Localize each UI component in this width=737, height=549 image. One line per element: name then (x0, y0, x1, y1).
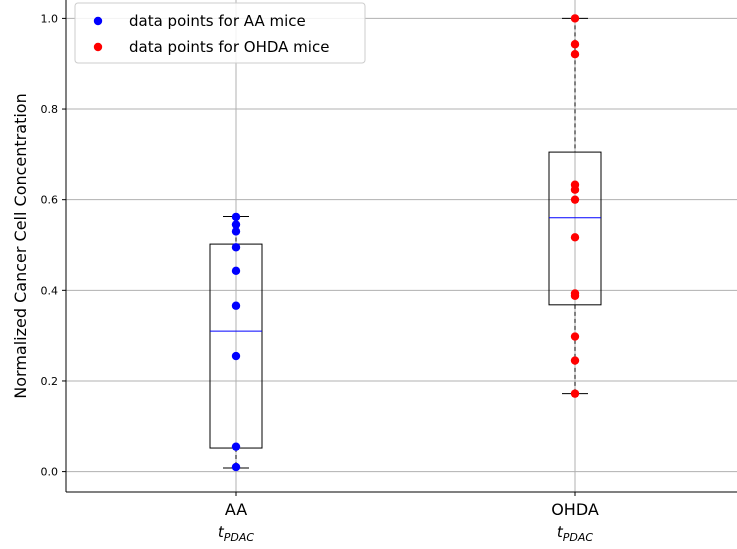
legend-marker (93, 42, 103, 52)
grid-lines (66, 0, 737, 492)
data-point-aa (231, 220, 241, 229)
data-point-aa (231, 442, 241, 451)
data-point-ohda (570, 332, 580, 341)
legend-box (74, 2, 366, 64)
y-tick-label: 0.6 (41, 194, 59, 207)
data-point-ohda (570, 185, 580, 194)
data-point-ohda (570, 291, 580, 300)
legend-marker (93, 16, 103, 26)
box-rect (548, 151, 602, 306)
data-point-ohda (570, 233, 580, 242)
data-point-ohda (570, 49, 580, 59)
data-point-aa (231, 212, 241, 222)
legend-label: data points for AA mice (129, 12, 306, 30)
y-tick-label: 1.0 (41, 12, 59, 25)
data-point-ohda (570, 356, 580, 365)
data-point-aa (231, 301, 241, 310)
data-point-ohda (570, 195, 580, 204)
x-tick-label: AA (225, 500, 247, 519)
data-points (231, 14, 580, 472)
data-point-aa (231, 243, 241, 252)
legend-label: data points for OHDA mice (129, 38, 329, 56)
box-plots (209, 17, 602, 469)
y-tick-label: 0.2 (41, 375, 59, 388)
x-tick-sublabel: tPDAC (557, 523, 594, 544)
data-point-aa (231, 227, 241, 236)
x-tick-label: OHDA (551, 500, 599, 519)
x-tick-sublabel: tPDAC (218, 523, 255, 544)
legend: data points for AA mice data points for O… (74, 2, 366, 64)
data-point-aa (231, 351, 241, 361)
data-point-aa (231, 266, 241, 276)
y-tick-label: 0.8 (41, 103, 59, 116)
data-point-ohda (570, 14, 580, 23)
y-tick-label: 0.4 (41, 284, 59, 297)
y-tick-label: 0.0 (41, 466, 59, 479)
data-point-aa (231, 462, 241, 472)
y-axis-title: Normalized Cancer Cell Concentration (11, 93, 30, 398)
axes: 0.0 0.2 0.4 0.6 0.8 1.0 AA tPDAC OHDA tPDAC (41, 0, 737, 544)
data-point-ohda (570, 40, 580, 49)
data-point-ohda (570, 389, 580, 398)
